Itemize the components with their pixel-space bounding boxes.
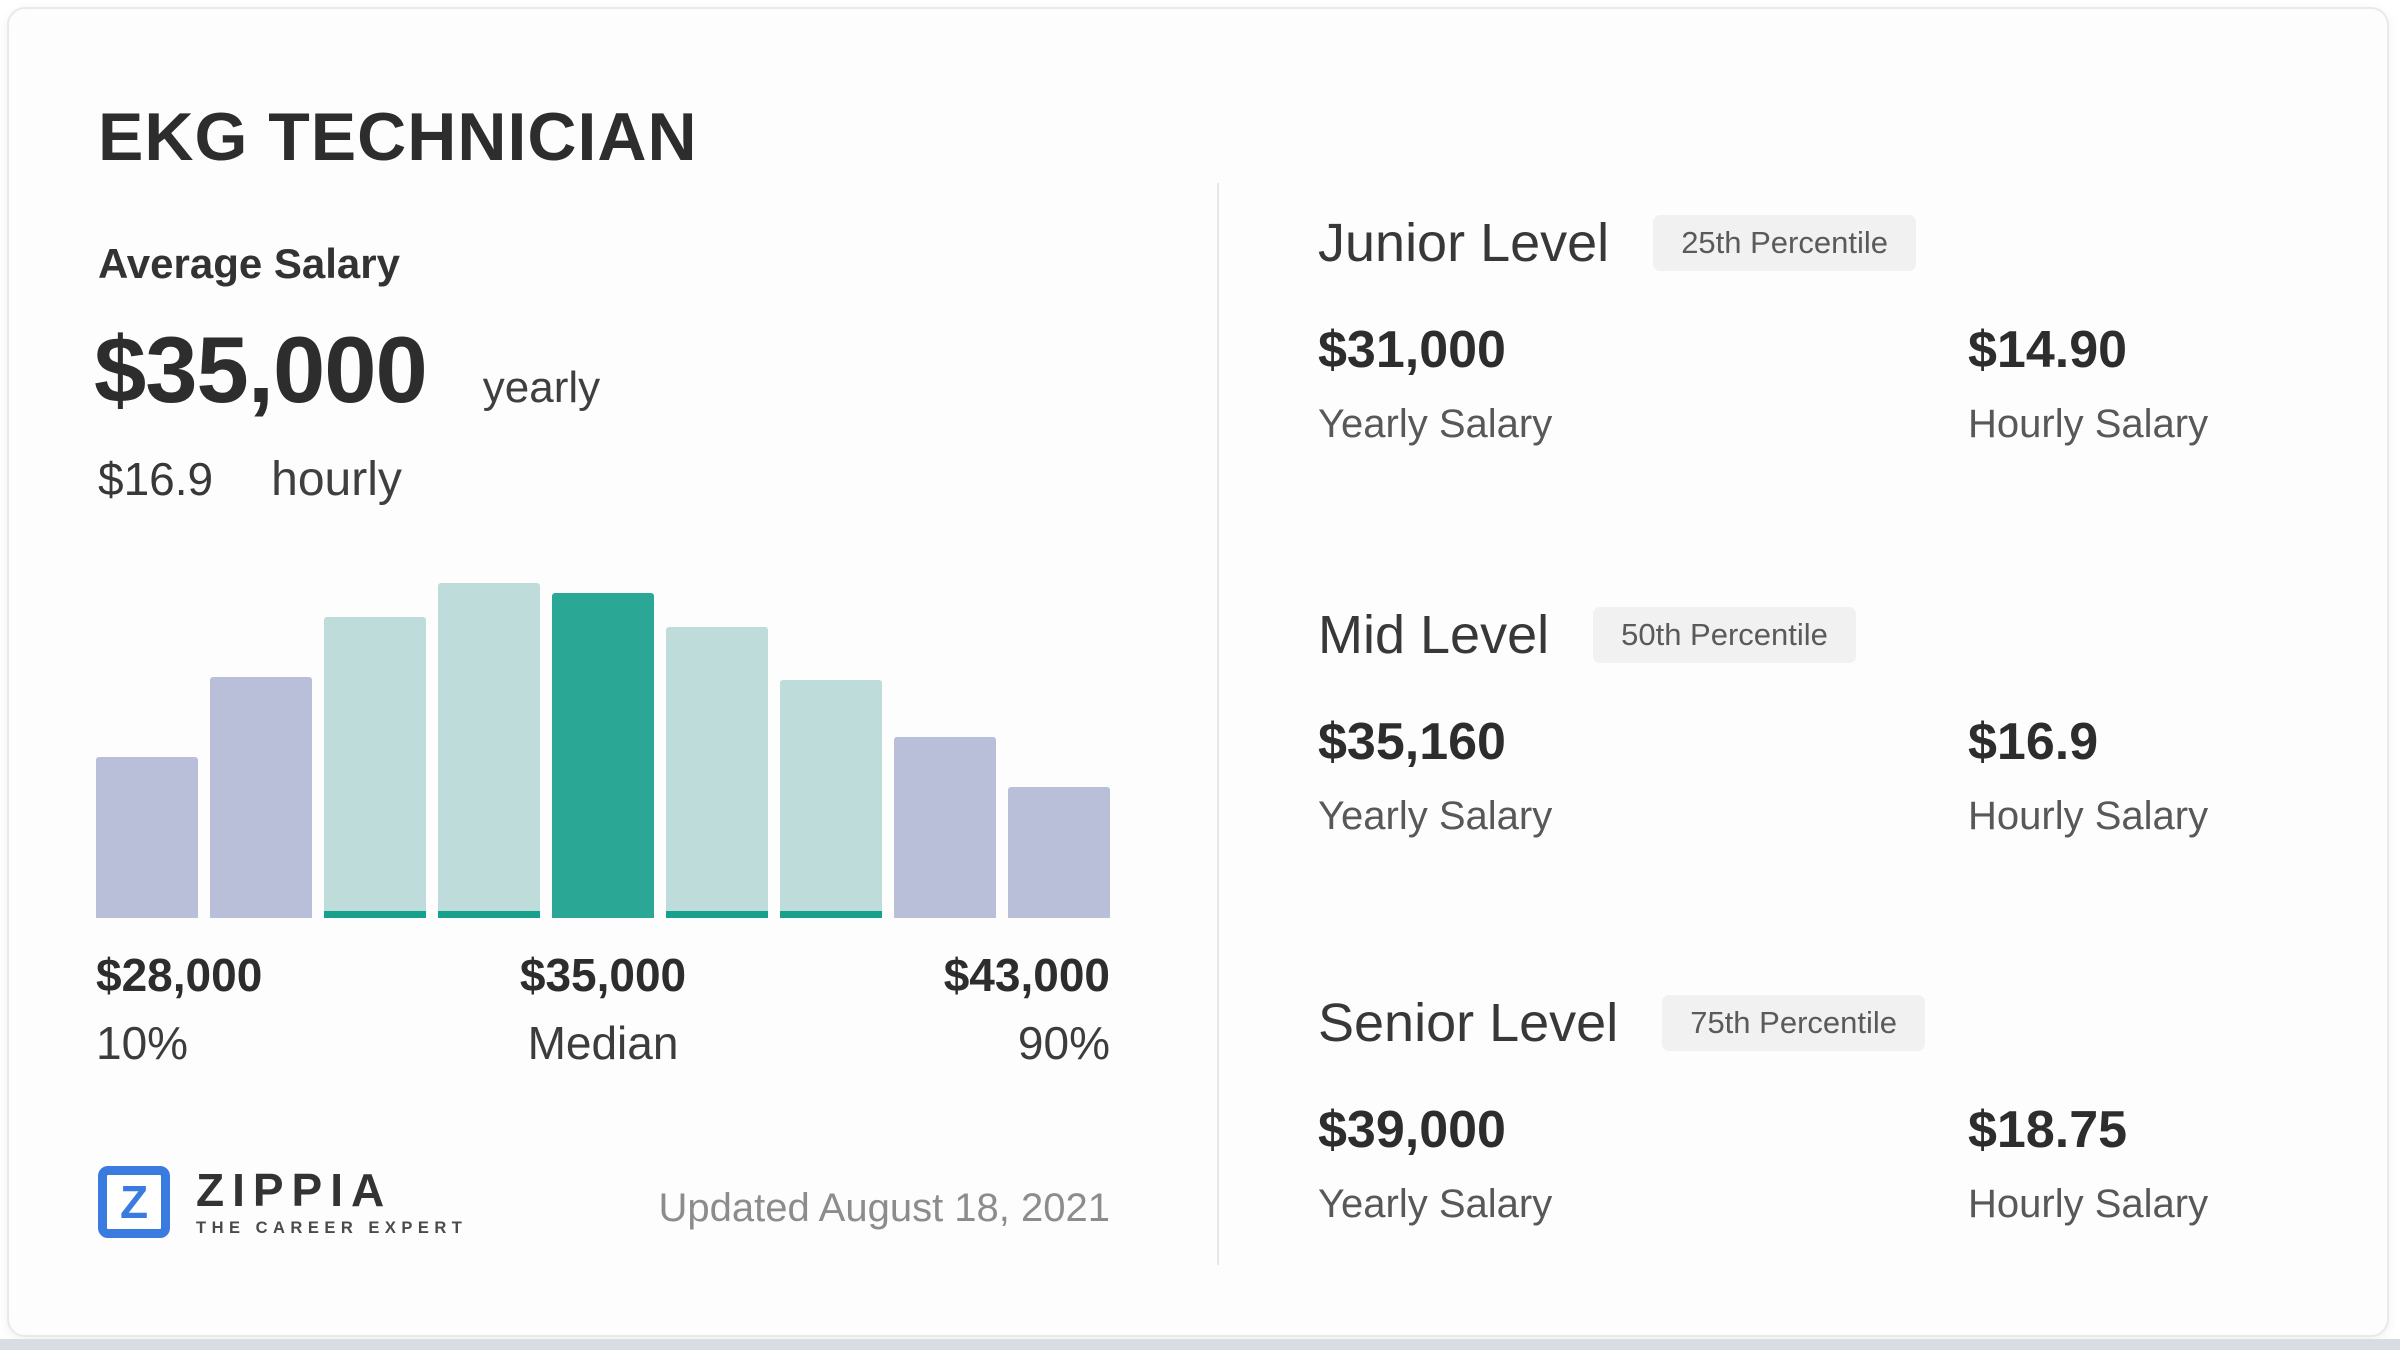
histogram-bar: [666, 626, 768, 918]
histogram-bar: [780, 680, 882, 918]
level-values: $35,160 Yearly Salary $16.9 Hourly Salar…: [1318, 714, 2328, 874]
chart-high-value: $43,000: [943, 949, 1110, 1001]
level-values: $31,000 Yearly Salary $14.90 Hourly Sala…: [1318, 322, 2328, 482]
histogram-bar: [324, 616, 426, 918]
level-header: Mid Level 50th Percentile: [1318, 600, 2328, 670]
chart-high-percentile: 90%: [1017, 1017, 1110, 1069]
histogram-bar: [1008, 787, 1110, 918]
updated-date: Updated August 18, 2021: [658, 1186, 1110, 1230]
zippia-logo-text: ZIPPIA THE CAREER EXPERT: [196, 1167, 467, 1237]
zippia-z-icon: Z: [98, 1166, 170, 1238]
page-title: EKG TECHNICIAN: [98, 99, 698, 175]
column-divider: [1217, 183, 1219, 1265]
level-header: Junior Level 25th Percentile: [1318, 208, 2328, 278]
average-yearly-row: $35,000 yearly: [94, 316, 600, 424]
yearly-column: $39,000 Yearly Salary: [1318, 1102, 1552, 1227]
percentile-badge: 75th Percentile: [1662, 995, 1926, 1051]
hourly-unit-label: hourly: [271, 453, 402, 506]
yearly-value: $35,160: [1318, 713, 1506, 771]
hourly-column: $18.75 Hourly Salary: [1968, 1102, 2208, 1227]
histogram-bar-median: [552, 593, 654, 918]
percentile-badge: 25th Percentile: [1653, 215, 1916, 271]
salary-histogram: [96, 583, 1110, 918]
zippia-logo[interactable]: Z ZIPPIA THE CAREER EXPERT: [98, 1166, 467, 1238]
hourly-column: $14.90 Hourly Salary: [1968, 322, 2208, 447]
hourly-label: Hourly Salary: [1968, 794, 2209, 838]
level-section-junior: Junior Level 25th Percentile $31,000 Yea…: [1318, 208, 2328, 482]
chart-median-label: Median: [527, 1017, 679, 1069]
yearly-label: Yearly Salary: [1318, 402, 1553, 446]
hourly-value: $16.9: [1968, 713, 2099, 771]
bar-base-accent: [780, 911, 882, 918]
bar-base-accent: [324, 911, 426, 918]
yearly-label: Yearly Salary: [1318, 794, 1553, 838]
hourly-value: $18.75: [1968, 1101, 2128, 1159]
level-name: Mid Level: [1318, 605, 1550, 665]
hourly-label: Hourly Salary: [1968, 1182, 2209, 1226]
hourly-column: $16.9 Hourly Salary: [1968, 714, 2208, 839]
page-bottom-edge: [0, 1339, 2400, 1350]
level-section-senior: Senior Level 75th Percentile $39,000 Yea…: [1318, 988, 2328, 1262]
average-hourly-value: $16.9: [98, 453, 214, 505]
chart-median-value: $35,000: [519, 949, 687, 1001]
histogram-bar: [96, 757, 198, 918]
average-salary-label: Average Salary: [98, 240, 400, 287]
level-values: $39,000 Yearly Salary $18.75 Hourly Sala…: [1318, 1102, 2328, 1262]
histogram-bar: [894, 737, 996, 918]
level-section-mid: Mid Level 50th Percentile $35,160 Yearly…: [1318, 600, 2328, 874]
percentile-badge: 50th Percentile: [1593, 607, 1856, 663]
histogram-bar: [438, 583, 540, 918]
average-hourly-row: $16.9 hourly: [98, 452, 402, 507]
average-yearly-value: $35,000: [94, 317, 428, 422]
hourly-value: $14.90: [1968, 321, 2128, 379]
chart-low-value: $28,000: [96, 949, 263, 1001]
hourly-label: Hourly Salary: [1968, 402, 2209, 446]
histogram-bar: [210, 676, 312, 918]
bar-base-accent: [666, 911, 768, 918]
yearly-column: $31,000 Yearly Salary: [1318, 322, 1552, 447]
brand-name: ZIPPIA: [196, 1164, 393, 1217]
brand-tagline: THE CAREER EXPERT: [196, 1219, 468, 1238]
level-header: Senior Level 75th Percentile: [1318, 988, 2328, 1058]
level-name: Junior Level: [1318, 213, 1610, 273]
chart-low-percentile: 10%: [96, 1017, 189, 1069]
chart-value-labels: $28,000 $35,000 $43,000: [96, 948, 1110, 1002]
chart-percentile-labels: 10% Median 90%: [96, 1016, 1110, 1070]
yearly-column: $35,160 Yearly Salary: [1318, 714, 1552, 839]
bar-base-accent: [438, 911, 540, 918]
level-name: Senior Level: [1318, 993, 1619, 1053]
yearly-value: $31,000: [1318, 321, 1506, 379]
yearly-label: Yearly Salary: [1318, 1182, 1553, 1226]
yearly-unit-label: yearly: [482, 363, 601, 412]
yearly-value: $39,000: [1318, 1101, 1506, 1159]
